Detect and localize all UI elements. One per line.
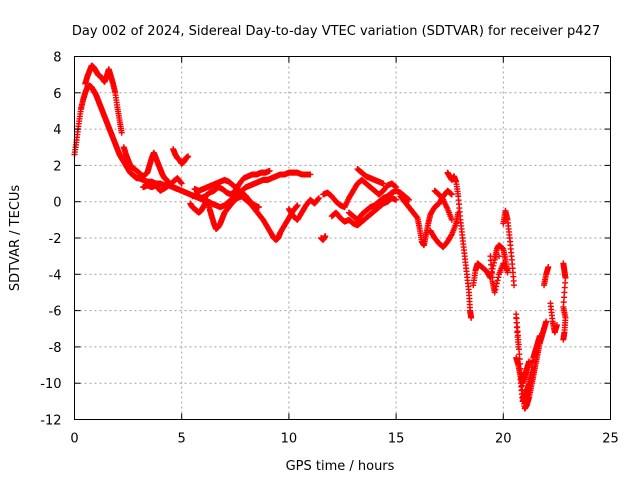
data-point: [536, 333, 543, 340]
chart-title: Day 002 of 2024, Sidereal Day-to-day VTE…: [72, 24, 600, 39]
data-point: [393, 196, 400, 203]
x-tick-label: 0: [70, 432, 78, 447]
x-tick-label: 25: [602, 432, 619, 447]
data-point: [515, 343, 522, 350]
data-point: [307, 171, 314, 178]
series-main-trend: [71, 82, 314, 211]
data-point: [315, 195, 322, 202]
data-point: [511, 282, 518, 289]
y-tick-label: 2: [53, 159, 61, 174]
data-point: [560, 336, 567, 343]
data-point: [174, 185, 181, 192]
data-point: [294, 202, 301, 209]
series-early-cluster: [120, 144, 192, 194]
series-final-region: [496, 207, 569, 412]
y-tick-label: -12: [40, 414, 61, 429]
data-point: [492, 286, 499, 293]
data-point: [413, 214, 420, 221]
data-point: [493, 283, 500, 290]
data-point: [496, 253, 503, 260]
data-point: [185, 153, 192, 160]
data-point: [526, 358, 533, 365]
data-point: [504, 267, 511, 274]
data-point: [405, 196, 412, 203]
data-point: [315, 195, 322, 202]
y-tick-label: -8: [49, 341, 62, 356]
data-point: [493, 280, 500, 287]
x-tick-labels: 0 5 10 15 20 25: [70, 432, 618, 447]
data-point: [448, 232, 455, 239]
series-middle-waves: [187, 167, 301, 243]
data-point: [545, 264, 552, 271]
y-tick-label: -10: [40, 377, 61, 392]
data-point: [448, 191, 455, 198]
x-tick-label: 20: [495, 432, 512, 447]
x-tick-label: 5: [178, 432, 186, 447]
data-point: [380, 180, 387, 187]
data-point: [503, 266, 510, 273]
y-tick-label: -4: [49, 268, 62, 283]
data-point: [495, 274, 502, 281]
data-point: [177, 179, 184, 186]
y-tick-label: 8: [53, 51, 61, 66]
y-tick-label: -6: [49, 305, 62, 320]
data-point: [491, 289, 498, 296]
data-point: [448, 216, 455, 223]
series-late-region: [397, 169, 511, 321]
data-points: [71, 62, 569, 412]
x-axis-title: GPS time / hours: [286, 459, 395, 474]
data-point: [553, 322, 560, 329]
data-point: [322, 233, 329, 240]
x-tick-label: 10: [281, 432, 298, 447]
y-axis-title: SDTVAR / TECUs: [8, 185, 23, 292]
y-tick-label: 0: [53, 196, 61, 211]
series-center-region: [285, 166, 412, 243]
data-point: [543, 318, 550, 325]
data-point: [118, 129, 125, 136]
y-tick-labels: -12 -10 -8 -6 -4 -2 0 2 4 6 8: [40, 51, 61, 429]
x-tick-label: 15: [388, 432, 405, 447]
data-point: [266, 167, 273, 174]
data-point: [255, 204, 262, 211]
y-tick-label: 4: [53, 123, 61, 138]
y-tick-label: -2: [49, 232, 62, 247]
data-point: [178, 180, 185, 187]
series-upper-branch: [82, 62, 125, 136]
y-tick-label: 6: [53, 87, 61, 102]
data-point: [468, 314, 475, 321]
data-point: [494, 277, 501, 284]
data-point: [293, 203, 300, 210]
axis-ticks: [74, 56, 611, 420]
